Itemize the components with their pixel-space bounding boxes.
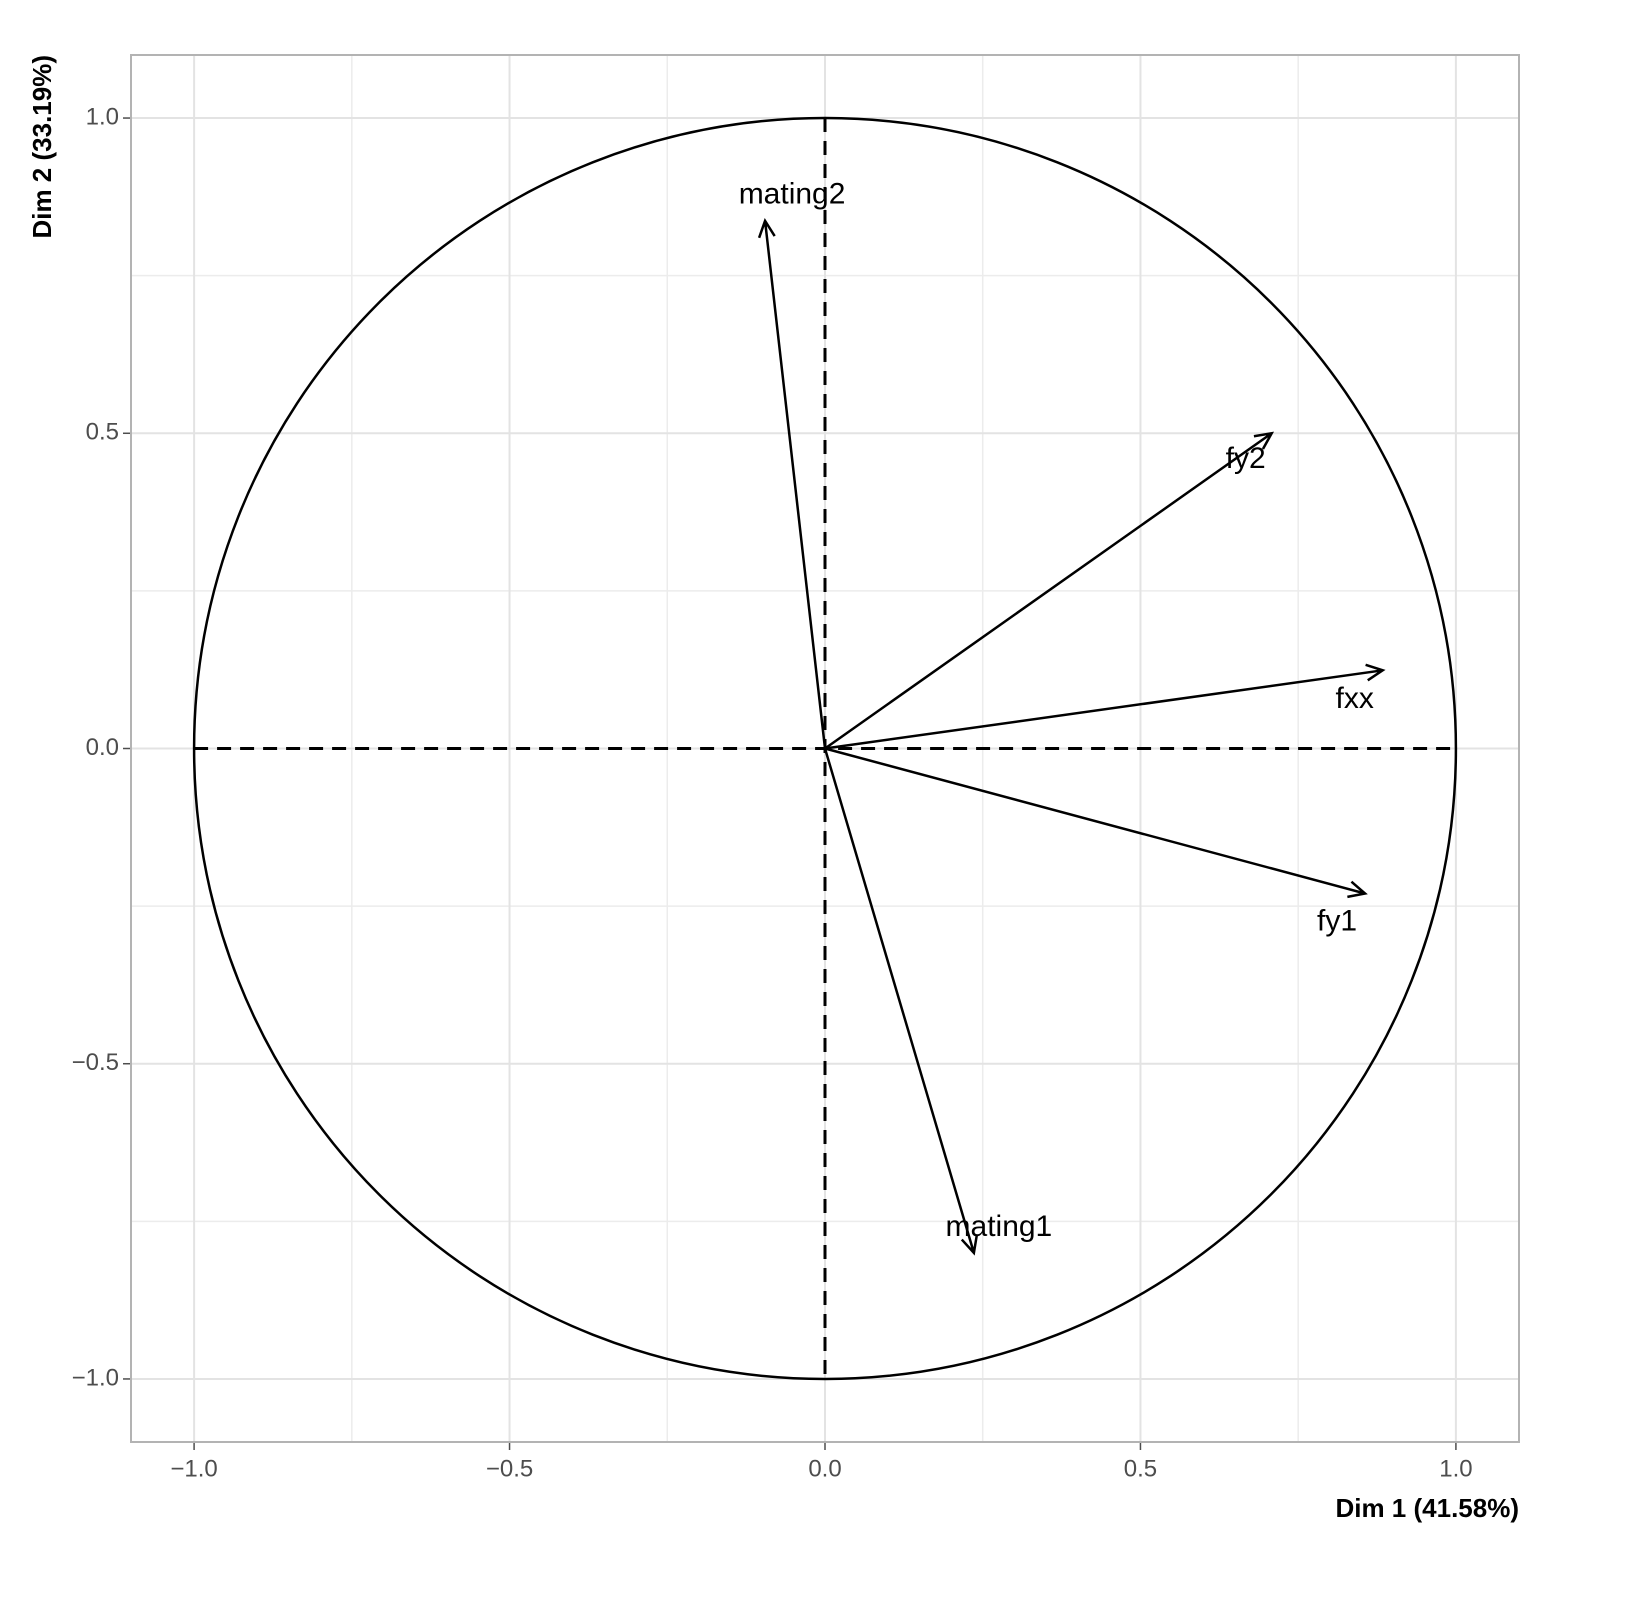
y-axis-title: Dim 2 (33.19%)	[27, 55, 57, 239]
arrow-label: fy2	[1226, 442, 1266, 475]
x-axis-title: Dim 1 (41.58%)	[1335, 1493, 1519, 1523]
arrow-label: mating1	[946, 1210, 1053, 1243]
x-tick-label: 1.0	[1439, 1455, 1472, 1482]
arrow-label: fxx	[1336, 682, 1374, 715]
y-tick-label: −1.0	[72, 1364, 119, 1391]
arrow	[823, 748, 979, 1256]
x-tick-label: −1.0	[170, 1455, 217, 1482]
arrow	[757, 217, 827, 749]
y-tick-label: 1.0	[86, 103, 119, 130]
x-tick-label: −0.5	[486, 1455, 533, 1482]
y-tick-label: 0.0	[86, 734, 119, 761]
panel-border	[130, 54, 1520, 1443]
arrow	[824, 431, 1275, 750]
x-tick-label: 0.5	[1124, 1455, 1157, 1482]
arrow-label: mating2	[739, 178, 846, 211]
arrow	[824, 663, 1386, 750]
arrow	[824, 747, 1368, 899]
y-tick-label: 0.5	[86, 419, 119, 446]
arrow-label: fy1	[1317, 904, 1357, 937]
x-tick-label: 0.0	[808, 1455, 841, 1482]
y-tick-label: −0.5	[72, 1049, 119, 1076]
